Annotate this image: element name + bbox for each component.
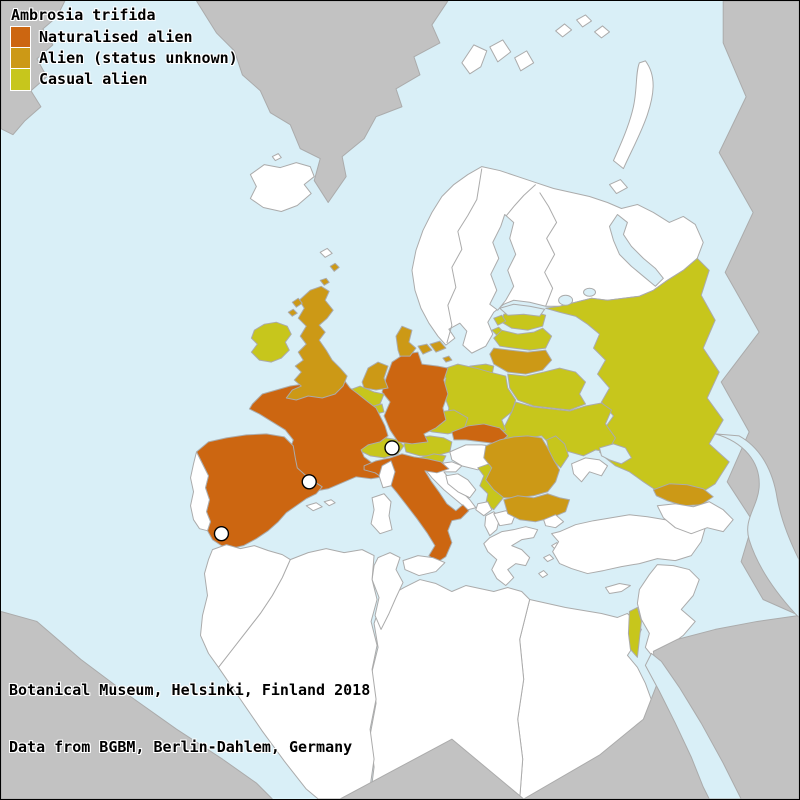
- map-title: Ambrosia trifida: [11, 6, 156, 24]
- country-corsica: [378, 460, 396, 489]
- country-bulgaria: [503, 493, 571, 523]
- caspian-sea: [714, 433, 799, 618]
- attribution-line2: Data from BGBM, Berlin-Dahlem, Germany: [9, 738, 353, 756]
- country-latvia: [493, 327, 553, 351]
- legend-swatch-naturalised: [11, 27, 30, 48]
- country-balearics: [305, 499, 336, 512]
- legend-swatch-alien-unknown: [11, 48, 30, 69]
- country-belarus: [507, 367, 587, 411]
- country-greece: [483, 526, 539, 587]
- country-kolguev: [608, 179, 628, 195]
- border-norway-sweden: [446, 168, 483, 344]
- country-levant: [636, 564, 700, 658]
- country-israel: [627, 606, 642, 658]
- country-novaya-zemlya: [612, 60, 654, 170]
- country-netherlands: [361, 361, 389, 391]
- country-cyprus: [604, 583, 631, 595]
- country-svalbard: [461, 39, 535, 75]
- country-ireland: [250, 321, 292, 363]
- country-germany: [381, 351, 449, 445]
- border-sweden-finland: [505, 184, 536, 217]
- country-armenia-azerbaijan: [656, 501, 734, 535]
- white-sea: [608, 213, 664, 287]
- attribution-line1: Botanical Museum, Helsinki, Finland 2018: [9, 681, 371, 699]
- legend-item-naturalised: Naturalised alien: [11, 27, 238, 48]
- gulf-of-finland: [499, 303, 546, 317]
- gulf-of-bothnia: [489, 213, 517, 311]
- country-libya: [369, 579, 531, 799]
- lake-ladoga: [558, 294, 574, 306]
- country-sicily: [402, 555, 446, 577]
- marker-gibraltar: [213, 525, 230, 542]
- country-great-britain: [285, 285, 348, 401]
- country-montenegro: [475, 501, 493, 517]
- asia-outside-region: [718, 1, 799, 616]
- arabia-outside: [523, 614, 799, 799]
- country-morocco: [200, 544, 291, 668]
- country-sardinia: [370, 493, 393, 535]
- country-franz-josef-land: [555, 14, 610, 39]
- border-finland-russia: [539, 192, 558, 307]
- red-sea: [644, 652, 742, 799]
- legend-label-alien-unknown: Alien (status unknown): [39, 49, 238, 67]
- legend-item-alien-unknown: Alien (status unknown): [11, 48, 238, 69]
- country-turkey: [551, 514, 706, 575]
- greenland: [196, 1, 449, 203]
- marker-andorra: [301, 474, 317, 490]
- country-jan-mayen: [271, 153, 282, 162]
- country-bosnia: [445, 473, 477, 499]
- country-georgia: [652, 483, 714, 507]
- marker-liechtenstein: [384, 440, 400, 456]
- country-faroe-islands: [319, 247, 333, 258]
- lake-onega: [583, 287, 597, 297]
- country-crimea: [571, 457, 608, 483]
- legend-swatch-casual: [11, 69, 30, 90]
- country-iceland: [249, 162, 315, 212]
- country-denmark: [395, 325, 417, 357]
- africa-south-outside: [339, 738, 525, 799]
- sea-of-azov: [599, 443, 632, 465]
- country-denmark-islands: [417, 340, 453, 363]
- country-turkey-europe: [543, 514, 565, 529]
- country-fennoscandia: [411, 166, 704, 354]
- country-lithuania: [489, 347, 553, 375]
- country-romania: [483, 435, 561, 499]
- africa-southwest-outside: [1, 610, 273, 799]
- legend-item-casual: Casual alien: [11, 69, 238, 90]
- country-portugal: [190, 451, 211, 532]
- attribution: Botanical Museum, Helsinki, Finland 2018…: [9, 643, 370, 795]
- legend-label-casual: Casual alien: [39, 70, 148, 88]
- legend-label-naturalised: Naturalised alien: [39, 28, 193, 46]
- country-gb-islands: [287, 262, 340, 317]
- legend: Ambrosia trifida Naturalised alien Alien…: [11, 6, 238, 90]
